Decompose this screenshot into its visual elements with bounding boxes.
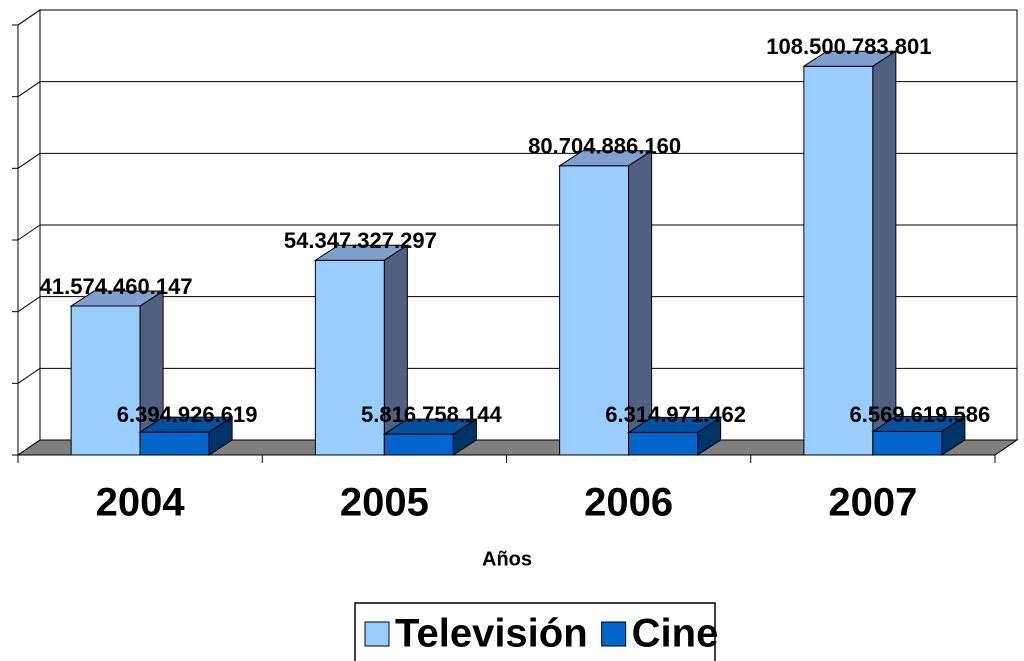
data-label: 5.816.758.144: [361, 402, 502, 427]
grid-line: [17, 152, 41, 169]
bar: [557, 149, 654, 456]
bar: [138, 416, 234, 456]
data-label: 41.574.460.147: [40, 274, 193, 299]
data-label: 54.347.327.297: [284, 228, 437, 253]
bar-side: [941, 415, 966, 456]
x-tick-label: 2004: [96, 481, 186, 525]
x-axis-label: Años: [482, 548, 532, 570]
bar-side: [208, 416, 233, 456]
bar: [382, 418, 479, 456]
grid-line: [17, 367, 41, 384]
bar-side: [452, 418, 477, 456]
bar-front: [803, 65, 874, 456]
bar: [871, 415, 967, 456]
bar-side: [872, 50, 897, 456]
legend-label: Televisión: [395, 612, 588, 656]
bar-front: [628, 431, 699, 456]
grid-line: [17, 9, 41, 26]
bar: [69, 290, 165, 456]
data-label: 6.394.926.619: [117, 402, 258, 427]
bar: [802, 50, 898, 456]
x-tick-label: 2007: [828, 481, 917, 525]
data-label: 6.314.971.462: [605, 402, 746, 427]
legend-swatch: [364, 621, 390, 647]
bar-front: [872, 430, 943, 456]
x-tick-label: 2006: [584, 481, 673, 525]
bar: [626, 416, 723, 456]
legend-swatch: [601, 621, 627, 647]
grid-line: [17, 296, 41, 313]
bar: [313, 244, 410, 456]
data-label: 108.500.783.801: [766, 34, 931, 59]
bar-front: [139, 431, 210, 456]
bar-front: [70, 305, 141, 456]
data-label: 80.704.886.160: [528, 134, 681, 159]
grid-line: [17, 81, 41, 98]
legend-box: [354, 602, 716, 661]
grid-line: [17, 224, 41, 241]
bar-side: [697, 416, 722, 456]
data-label: 6.569.619.586: [850, 402, 991, 427]
bar-front: [383, 433, 454, 456]
x-tick-label: 2005: [340, 481, 429, 525]
legend-label: Cine: [632, 612, 719, 656]
